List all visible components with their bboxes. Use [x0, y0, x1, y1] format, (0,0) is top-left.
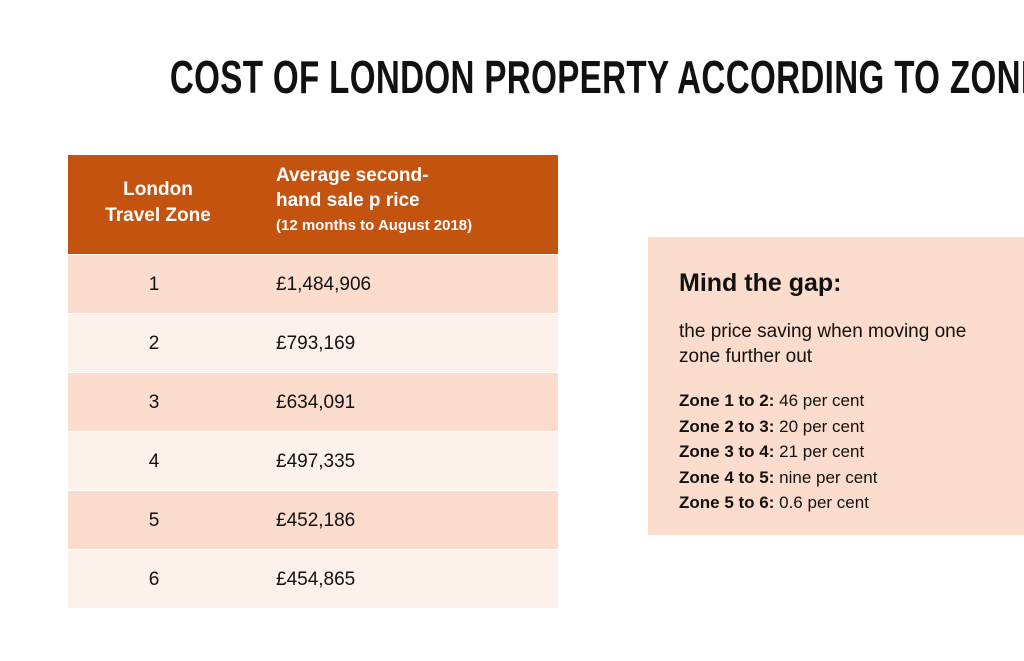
table-row: 3 £634,091: [68, 373, 558, 431]
mind-the-gap-box: Mind the gap: the price saving when movi…: [648, 237, 1024, 535]
zone-cell: 3: [148, 392, 160, 413]
gap-value: 20 per cent: [774, 416, 865, 436]
table-row: 1 £1,484,906: [68, 255, 558, 313]
table-header: London Travel Zone Average second- hand …: [68, 155, 558, 254]
gap-label: Zone 1 to 2:: [679, 391, 775, 410]
gap-item: Zone 3 to 4: 21 per cent: [679, 439, 877, 465]
gap-value: 0.6 per cent: [774, 493, 869, 512]
gap-value: nine per cent: [774, 467, 878, 487]
header-price: Average second- hand sale p rice (12 mon…: [276, 165, 473, 234]
gap-list: Zone 1 to 2: 46 per cent Zone 2 to 3: 20 …: [679, 388, 877, 516]
table-row: 4 £497,335: [68, 432, 558, 490]
gap-item: Zone 2 to 3: 20 per cent: [679, 414, 877, 440]
price-cell: £1,484,906: [276, 274, 372, 295]
gap-value: 21 per cent: [774, 442, 865, 461]
price-cell: £497,335: [276, 451, 356, 472]
zone-cell: 4: [148, 451, 160, 472]
gap-label: Zone 5 to 6:: [679, 493, 775, 512]
zone-cell: 6: [148, 569, 160, 590]
zone-cell: 1: [148, 274, 160, 295]
zone-cell: 5: [148, 510, 160, 531]
price-table: London Travel Zone Average second- hand …: [68, 155, 558, 608]
gap-label: Zone 3 to 4:: [679, 442, 775, 461]
page-title: Cost of London property according to zon…: [169, 51, 1024, 103]
zone-cell: 2: [148, 333, 160, 354]
table-row: 6 £454,865: [68, 550, 558, 608]
gap-item: Zone 5 to 6: 0.6 per cent: [679, 490, 877, 516]
gap-label: Zone 4 to 5:: [679, 467, 775, 487]
price-cell: £793,169: [276, 333, 356, 354]
gap-value: 46 per cent: [774, 391, 865, 410]
price-cell: £454,865: [276, 569, 356, 590]
table-row: 2 £793,169: [68, 314, 558, 372]
header-zone: London Travel Zone: [105, 179, 211, 226]
gap-label: Zone 2 to 3:: [679, 416, 775, 436]
table-row: 5 £452,186: [68, 491, 558, 549]
gap-item: Zone 4 to 5: nine per cent: [679, 465, 877, 491]
box-heading: Mind the gap:: [679, 269, 842, 297]
box-subtitle: the price saving when moving one zone fu…: [679, 321, 967, 367]
price-cell: £452,186: [276, 510, 356, 531]
price-cell: £634,091: [276, 392, 356, 413]
gap-item: Zone 1 to 2: 46 per cent: [679, 388, 877, 414]
